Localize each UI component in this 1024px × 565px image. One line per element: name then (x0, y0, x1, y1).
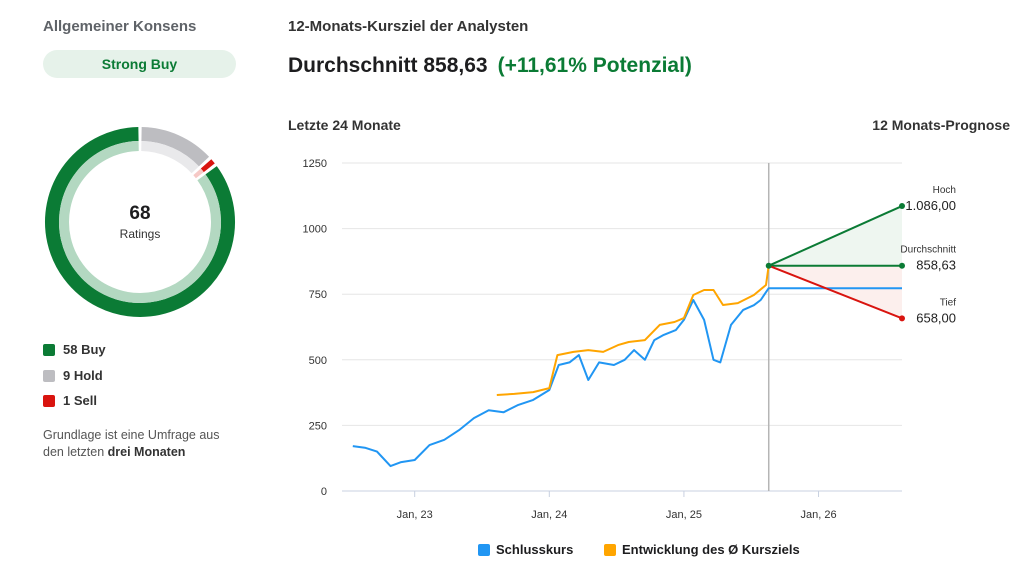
legend-hold: 9 Hold (43, 368, 103, 383)
x-tick-label: Jan, 23 (397, 509, 433, 521)
price-target-title: 12-Monats-Kursziel der Analysten (288, 18, 529, 35)
y-tick-label: 500 (309, 355, 327, 367)
forecast-label: 12 Monats-Prognose (872, 117, 1010, 133)
legend-buy: 58 Buy (43, 342, 106, 357)
forecast-value: 658,00 (916, 310, 956, 325)
ratings-total: 68 (129, 203, 151, 224)
x-tick-label: Jan, 24 (531, 509, 567, 521)
y-tick-label: 250 (309, 420, 327, 432)
y-tick-label: 0 (321, 486, 327, 498)
x-tick-label: Jan, 25 (666, 509, 702, 521)
y-tick-label: 1000 (303, 224, 327, 236)
y-tick-label: 1250 (303, 158, 327, 170)
ratings-label: Ratings (119, 227, 161, 241)
donut-segment-hold (141, 127, 210, 167)
forecast-point (899, 262, 905, 269)
price-chart: 0 250 500 750 1000 1250 Jan, 23 Jan, 24 Jan, 25 J… (303, 158, 957, 521)
buy-swatch (43, 343, 55, 356)
target-line (496, 265, 770, 396)
hold-swatch (43, 369, 55, 382)
x-tick-label: Jan, 26 (800, 509, 836, 521)
forecast-point (899, 203, 905, 210)
legend-sell-label: 1 Sell (63, 393, 97, 408)
forecast-line-2 (768, 264, 903, 320)
legend-target-label: Entwicklung des Ø Kursziels (622, 542, 800, 557)
legend-buy-label: 58 Buy (63, 342, 106, 357)
target-swatch (604, 543, 616, 556)
forecast-label: Tief (940, 297, 957, 308)
sell-swatch (43, 394, 55, 407)
note-bold: drei Monaten (107, 445, 186, 459)
forecast-label: Durchschnitt (900, 245, 956, 256)
legend-close: Schlusskurs (478, 542, 573, 557)
consensus-badge: Strong Buy (43, 50, 236, 78)
legend-hold-label: 9 Hold (63, 368, 103, 383)
history-label: Letzte 24 Monate (288, 117, 401, 133)
survey-note: Grundlage ist eine Umfrage aus den letzt… (43, 427, 243, 461)
close-price-line (352, 287, 902, 468)
consensus-title: Allgemeiner Konsens (43, 18, 197, 35)
donut-inner-segment (59, 141, 221, 303)
legend-close-label: Schlusskurs (496, 542, 574, 557)
forecast-point (899, 315, 905, 322)
y-tick-label: 750 (309, 289, 327, 301)
forecast-value: 858,63 (916, 258, 956, 273)
average-value: Durchschnitt 858,63 (288, 54, 488, 77)
forecast-value: 1.086,00 (905, 198, 956, 213)
forecast-start-point (765, 262, 772, 269)
forecast-label: Hoch (933, 185, 956, 196)
close-swatch (478, 543, 490, 556)
forecast-line-0 (768, 205, 903, 267)
potential-value: (+11,61% Potenzial) (497, 54, 692, 77)
ratings-donut (45, 127, 235, 317)
average-target: Durchschnitt 858,63 (+11,61% Potenzial) (288, 54, 692, 78)
legend-target: Entwicklung des Ø Kursziels (604, 542, 800, 557)
donut-inner-segment (141, 141, 199, 174)
note-text: Grundlage ist eine Umfrage aus den letzt… (43, 428, 220, 459)
donut-segment-sell (200, 159, 215, 173)
legend-sell: 1 Sell (43, 393, 97, 408)
donut-inner-segment (193, 168, 204, 179)
donut-segment-buy (45, 127, 235, 317)
